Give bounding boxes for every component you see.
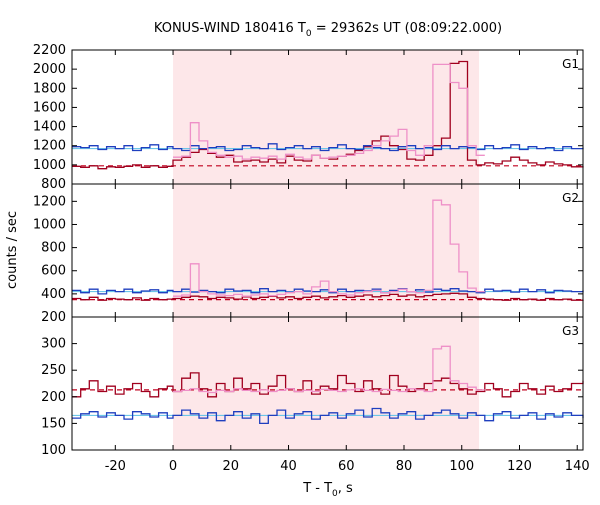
y-tick-label: 200	[41, 310, 66, 325]
y-tick-label: 1000	[33, 158, 66, 173]
y-tick-label: 100	[41, 443, 66, 458]
y-tick-label: 2200	[33, 43, 66, 58]
highlight-interval	[173, 50, 480, 184]
y-tick-label: 1600	[33, 100, 66, 115]
y-tick-label: 2000	[33, 62, 66, 77]
x-tick-label: 60	[338, 459, 355, 474]
x-tick-label: 140	[565, 459, 590, 474]
y-tick-label: 600	[41, 264, 66, 279]
series-line-pink	[173, 345, 485, 394]
y-tick-label: 1200	[33, 139, 66, 154]
x-tick-label: 20	[223, 459, 240, 474]
x-axis-label: T - T0, s	[302, 481, 353, 499]
chart-title: KONUS-WIND 180416 T0 = 29362s UT (08:09:…	[154, 21, 502, 39]
panel-label: G1	[562, 57, 579, 71]
y-tick-label: 1000	[33, 217, 66, 232]
y-tick-label: 1400	[33, 120, 66, 135]
series-line-pink	[173, 199, 485, 297]
y-tick-label: 800	[41, 177, 66, 192]
panel-frame	[71, 316, 584, 451]
x-tick-label: 40	[280, 459, 297, 474]
y-tick-label: 300	[41, 337, 66, 352]
panel-label: G2	[562, 191, 579, 205]
series-line-blue	[72, 143, 584, 152]
series-line-dark-red	[72, 292, 584, 301]
x-tick-label: 100	[449, 459, 474, 474]
series-line-pink	[173, 63, 485, 160]
series-line-blue	[72, 407, 584, 425]
panel-label: G3	[562, 324, 579, 338]
series-line-dark-red	[72, 372, 584, 398]
y-tick-label: 800	[41, 241, 66, 256]
y-axis-label: counts / sec	[5, 211, 20, 289]
y-tick-label: 1800	[33, 81, 66, 96]
x-tick-label: 80	[396, 459, 413, 474]
x-tick-label: -20	[105, 459, 126, 474]
y-tick-label: 400	[41, 287, 66, 302]
y-tick-label: 250	[41, 363, 66, 378]
y-tick-label: 1200	[33, 194, 66, 209]
y-tick-label: 200	[41, 390, 66, 405]
x-tick-label: 120	[507, 459, 532, 474]
y-tick-label: 150	[41, 416, 66, 431]
x-tick-label: 0	[169, 459, 177, 474]
